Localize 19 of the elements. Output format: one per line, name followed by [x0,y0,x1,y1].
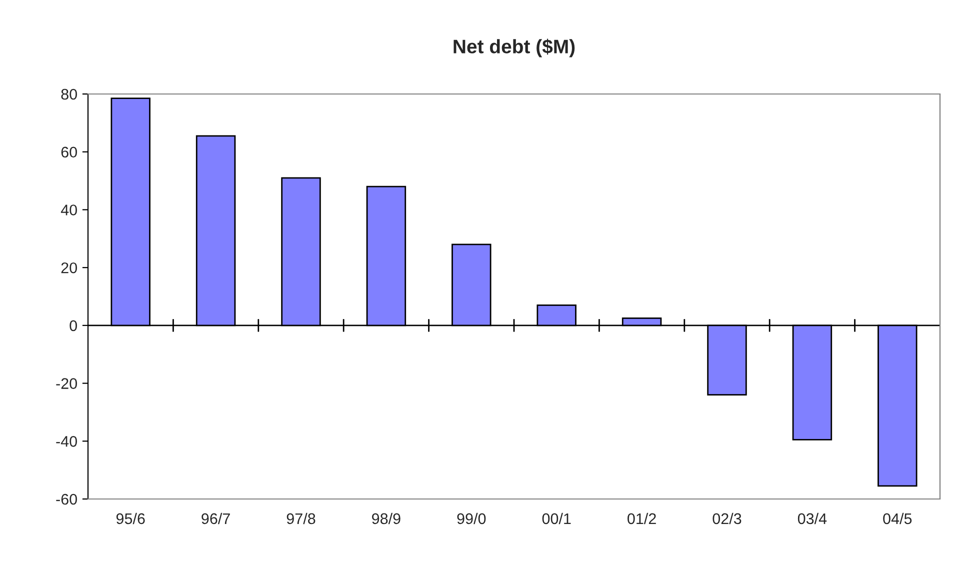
y-tick-label: 0 [70,320,77,332]
x-tick-label: 03/4 [798,512,827,524]
x-tick-label: 04/5 [883,512,912,524]
x-tick-label: 01/2 [628,512,656,524]
y-tick-label: 40 [60,204,77,216]
y-tick-label: 20 [61,262,77,274]
x-tick-label: 99/0 [457,512,486,524]
y-tick-label: -60 [56,494,77,505]
x-tick-label: 00/1 [542,512,571,524]
x-tick-label: 02/3 [712,512,742,524]
y-tick-label: -40 [56,436,77,447]
y-tick-label: -20 [56,378,77,389]
x-tick-label: 98/9 [372,512,400,524]
x-tick-label: 97/8 [286,512,316,524]
y-tick-label: 60 [61,146,77,158]
chart-title: Net debt ($M) [454,38,575,58]
x-tick-label: 96/7 [202,512,230,524]
y-tick-label: 80 [61,88,77,100]
x-tick-label: 95/6 [116,512,145,524]
